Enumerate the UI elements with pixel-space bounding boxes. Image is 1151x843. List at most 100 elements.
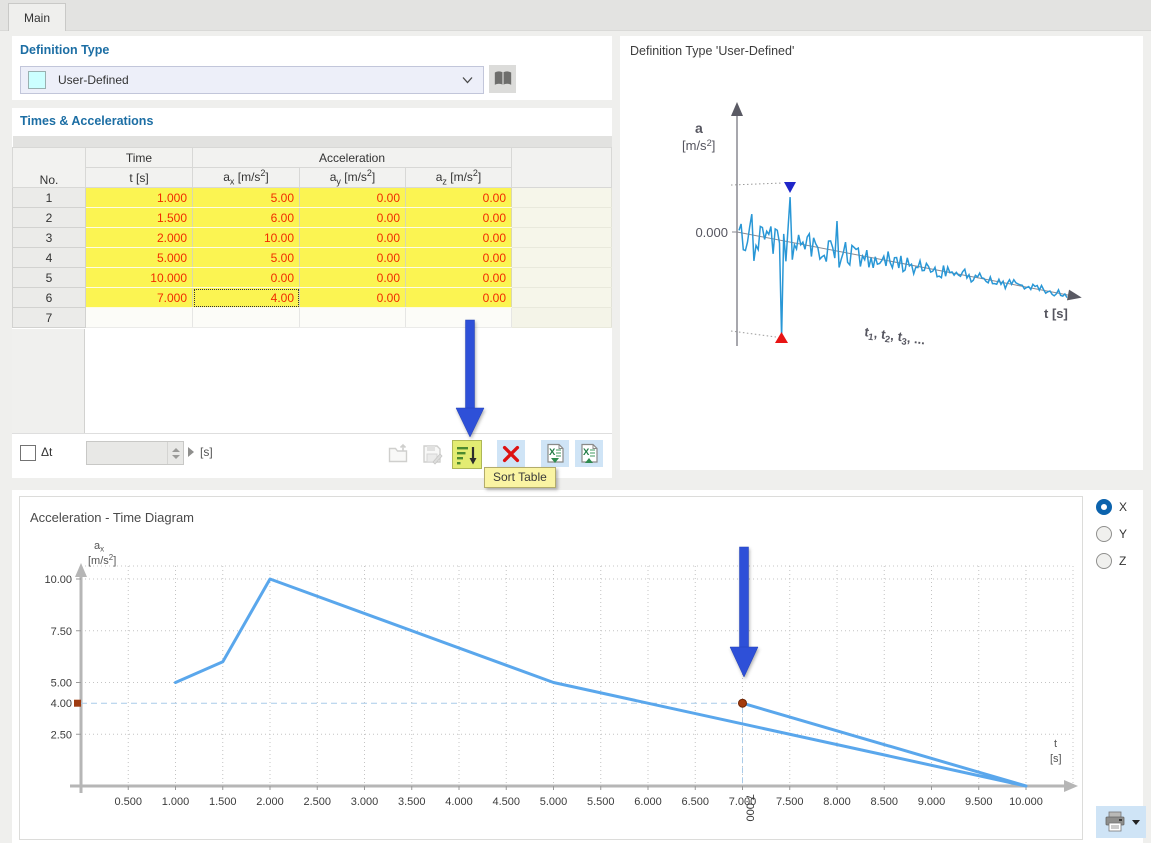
definition-preview-diagram: a [m/s2​] 0.000 t [s] t1​, t2​, t3​, ... [682,102,1082,347]
peak-max-marker-icon [784,182,796,193]
y-axis-arrow-icon [75,563,87,577]
cell-t[interactable]: 1.000 [85,187,193,208]
svg-text:1.000: 1.000 [162,796,190,808]
row-number[interactable]: 5 [12,267,86,288]
axis-radio-y[interactable]: Y [1096,526,1127,542]
axis-arrow-up-icon [731,102,743,116]
radio-z-label: Z [1119,554,1127,568]
cell-extra[interactable] [511,207,612,228]
svg-text:8.500: 8.500 [870,796,898,808]
cell-ay[interactable]: 0.00 [299,187,406,208]
radio-unselected-icon[interactable] [1096,526,1112,542]
delta-t-checkbox[interactable] [20,445,36,461]
chart-title: Acceleration - Time Diagram [30,510,194,525]
cell-ay[interactable]: 0.00 [299,207,406,228]
svg-text:3.500: 3.500 [398,796,426,808]
sort-table-button[interactable] [452,440,482,469]
x-axis-arrow-icon [1064,780,1078,792]
axis-arrow-right-icon [1066,289,1082,301]
cell-az[interactable]: 0.00 [405,207,512,228]
cell-ax[interactable]: 10.00 [192,227,300,248]
delete-table-button[interactable] [497,440,525,467]
col-group-acceleration[interactable]: Acceleration [192,147,512,168]
cell-ay[interactable]: 0.00 [299,287,406,308]
cell-ax[interactable] [192,307,300,328]
cell-extra[interactable] [511,307,612,328]
delta-t-spinner[interactable] [86,441,184,465]
col-header-time[interactable]: t [s] [85,167,193,188]
row-number[interactable]: 7 [12,307,86,328]
print-button[interactable] [1096,806,1146,838]
cell-t[interactable] [85,307,193,328]
preview-title: Definition Type 'User-Defined' [630,44,795,58]
col-header-no[interactable]: No. [12,147,86,188]
excel-export-button[interactable]: X [575,440,603,467]
svg-text:7.000: 7.000 [729,796,757,808]
radio-selected-icon[interactable] [1096,499,1112,515]
chart-x-label: t [1054,738,1057,750]
col-group-time[interactable]: Time [85,147,193,168]
library-button[interactable] [489,65,516,93]
open-folder-icon [388,443,408,462]
cell-ay[interactable]: 0.00 [299,227,406,248]
row-header-filler [12,329,85,433]
y-highlight-label: 4.00 [51,698,72,710]
cell-t[interactable]: 5.000 [85,247,193,268]
cell-t[interactable]: 1.500 [85,207,193,228]
row-number[interactable]: 1 [12,187,86,208]
col-header-az[interactable]: az [m/s2] [405,167,512,188]
definition-type-panel: Definition Type User-Defined [12,36,612,100]
radio-unselected-icon[interactable] [1096,553,1112,569]
cell-extra[interactable] [511,267,612,288]
times-accelerations-title: Times & Accelerations [20,114,154,128]
cell-az[interactable]: 0.00 [405,227,512,248]
table-row: 5 10.000 0.00 0.00 0.00 [12,267,612,288]
y-highlight-marker [74,699,81,707]
cell-ay[interactable]: 0.00 [299,267,406,288]
row-number[interactable]: 6 [12,287,86,308]
cell-ax[interactable]: 4.00 [192,287,300,308]
excel-import-button[interactable]: X [541,440,569,467]
col-header-ax[interactable]: ax [m/s2] [192,167,300,188]
cell-ax[interactable]: 6.00 [192,207,300,228]
spinner-arrows[interactable] [167,442,183,464]
row-number[interactable]: 3 [12,227,86,248]
axis-radio-x[interactable]: X [1096,499,1127,515]
cell-az[interactable]: 0.00 [405,247,512,268]
tab-main[interactable]: Main [8,3,66,31]
x-tick-labels: 0.500 1.000 1.500 2.000 2.500 3.000 3.500 4.000… [114,796,1042,808]
cell-az[interactable] [405,307,512,328]
cell-extra[interactable] [511,227,612,248]
cell-az[interactable]: 0.00 [405,267,512,288]
cell-t[interactable]: 7.000 [85,287,193,308]
row-number[interactable]: 4 [12,247,86,268]
col-header-extra[interactable] [511,147,612,188]
expand-arrow-icon[interactable] [188,447,194,457]
definition-type-combobox[interactable]: User-Defined [20,66,484,94]
cell-ax[interactable]: 0.00 [192,267,300,288]
cell-extra[interactable] [511,247,612,268]
sort-table-tooltip: Sort Table [484,467,556,488]
cell-ay[interactable]: 0.00 [299,247,406,268]
cell-t[interactable]: 10.000 [85,267,193,288]
cell-az[interactable]: 0.00 [405,287,512,308]
col-header-ay[interactable]: ay [m/s2] [299,167,406,188]
cell-ax[interactable]: 5.00 [192,187,300,208]
cell-extra[interactable] [511,287,612,308]
print-dropdown-icon[interactable] [1131,819,1140,825]
preview-t-axis-label: t [s] [1044,306,1068,321]
cell-t[interactable]: 2.000 [85,227,193,248]
cell-az[interactable]: 0.00 [405,187,512,208]
axis-radio-z[interactable]: Z [1096,553,1126,569]
cell-ax[interactable]: 5.00 [192,247,300,268]
svg-text:4.500: 4.500 [492,796,520,808]
svg-text:4.000: 4.000 [445,796,473,808]
table-row: 2 1.500 6.00 0.00 0.00 [12,207,612,228]
spinner-up-icon[interactable] [171,447,180,452]
spinner-down-icon[interactable] [171,454,180,459]
table-group-strip [12,136,612,148]
cell-ay[interactable] [299,307,406,328]
row-number[interactable]: 2 [12,207,86,228]
cell-extra[interactable] [511,187,612,208]
highlighted-data-point[interactable] [738,698,747,708]
